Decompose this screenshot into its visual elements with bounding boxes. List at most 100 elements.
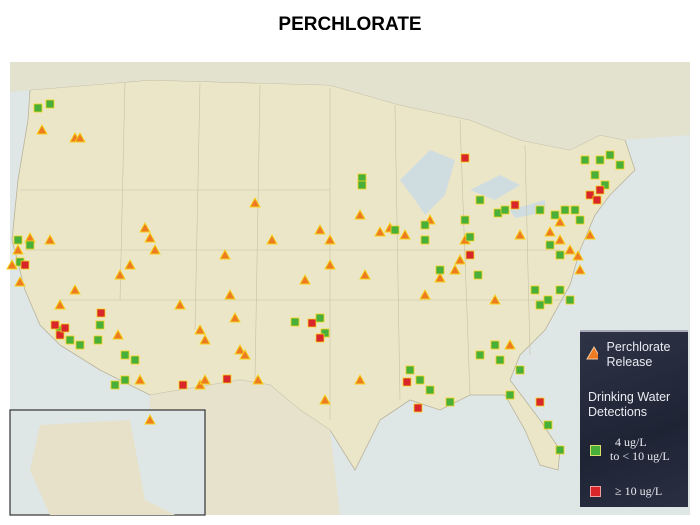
low-detection-marker [543,420,553,430]
release-triangle-marker [12,243,24,255]
release-triangle-marker [144,413,156,425]
low-detection-marker [130,355,140,365]
release-triangle-marker [219,248,231,260]
release-triangle-marker [224,288,236,300]
triangle-icon [586,346,598,360]
release-triangle-marker [149,243,161,255]
low-detection-marker [600,180,610,190]
low-detection-marker [110,380,120,390]
low-detection-marker [120,350,130,360]
legend-release-label: Perchlorate Release [606,340,671,369]
high-detection-marker [413,403,423,413]
low-detection-marker [95,320,105,330]
release-triangle-marker [234,343,246,355]
low-detection-marker [460,215,470,225]
canada-land [10,62,690,150]
release-triangle-marker [399,228,411,240]
high-detection-marker [585,190,595,200]
release-triangle-marker [134,373,146,385]
great-lakes [400,150,545,218]
release-triangle-marker [124,258,136,270]
release-triangle-marker [54,298,66,310]
release-triangle-marker [554,233,566,245]
low-detection-marker [590,170,600,180]
high-detection-marker [510,200,520,210]
release-triangle-marker [299,273,311,285]
low-detection-marker [420,235,430,245]
low-detection-marker [390,225,400,235]
low-detection-marker [290,317,300,327]
release-triangle-marker [199,373,211,385]
legend-low-label-1: 4 ug/L [615,435,647,449]
release-triangle-marker [252,373,264,385]
high-detection-marker [402,377,412,387]
release-triangle-marker [139,221,151,233]
release-triangle-marker [564,243,576,255]
low-detection-marker [505,390,515,400]
low-detection-marker [575,215,585,225]
low-detection-marker [93,335,103,345]
low-detection-marker [615,160,625,170]
low-detection-marker [120,375,130,385]
release-triangle-marker [69,283,81,295]
low-detection-marker [65,335,75,345]
low-detection-marker [580,155,590,165]
release-triangle-marker [199,333,211,345]
release-triangle-marker [249,196,261,208]
release-triangle-marker [504,338,516,350]
low-detection-marker [25,240,35,250]
low-detection-marker [445,397,455,407]
high-detection-marker [535,397,545,407]
high-detection-marker [178,380,188,390]
high-detection-marker [460,153,470,163]
release-triangle-marker [514,228,526,240]
low-detection-marker [320,328,330,338]
release-triangle-marker [6,258,18,270]
low-detection-marker [357,180,367,190]
low-detection-marker [535,300,545,310]
green-square-icon [590,445,601,456]
high-detection-marker [55,330,65,340]
release-triangle-marker [112,328,124,340]
low-detection-marker [415,375,425,385]
alaska-land [30,420,175,515]
low-detection-marker [555,445,565,455]
release-triangle-marker [14,275,26,287]
state-borders [20,81,570,420]
release-triangle-marker [239,348,251,360]
high-detection-marker [60,323,70,333]
low-detection-marker [545,240,555,250]
low-detection-marker [475,350,485,360]
low-detection-marker [473,270,483,280]
low-detection-marker [560,205,570,215]
release-triangle-marker [354,373,366,385]
release-triangle-marker [354,208,366,220]
low-detection-marker [405,365,415,375]
low-detection-marker [435,265,445,275]
release-triangle-marker [434,271,446,283]
low-detection-marker [75,340,85,350]
low-detection-marker [515,365,525,375]
legend-low-label-2: to < 10 ug/L [610,449,670,463]
high-detection-marker [307,318,317,328]
high-detection-marker [592,195,602,205]
release-triangle-marker [114,268,126,280]
markers-layer [6,99,625,455]
low-detection-marker [570,205,580,215]
release-triangle-marker [454,253,466,265]
low-detection-marker [565,295,575,305]
low-detection-marker [535,205,545,215]
release-triangle-marker [144,231,156,243]
low-detection-marker [490,340,500,350]
page-title: PERCHLORATE [278,14,422,35]
release-triangle-marker [174,298,186,310]
high-detection-marker [96,308,106,318]
release-triangle-marker [449,263,461,275]
release-triangle-marker [374,225,386,237]
release-triangle-marker [314,223,326,235]
low-detection-marker [13,235,23,245]
release-triangle-marker [324,233,336,245]
low-detection-marker [420,220,430,230]
low-detection-marker [425,385,435,395]
